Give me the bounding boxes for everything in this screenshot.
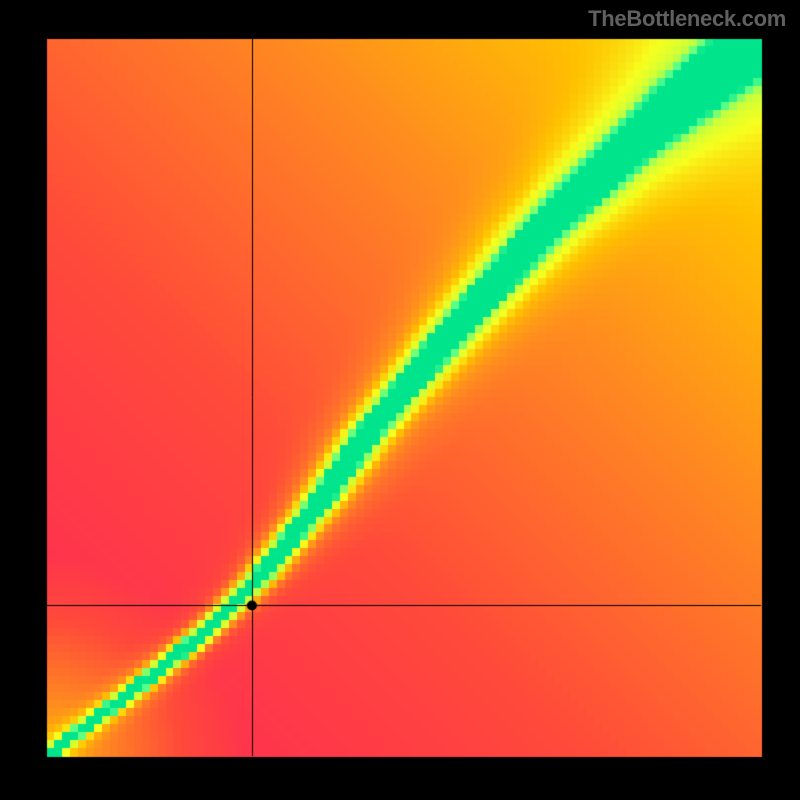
watermark-text: TheBottleneck.com [588, 6, 786, 32]
